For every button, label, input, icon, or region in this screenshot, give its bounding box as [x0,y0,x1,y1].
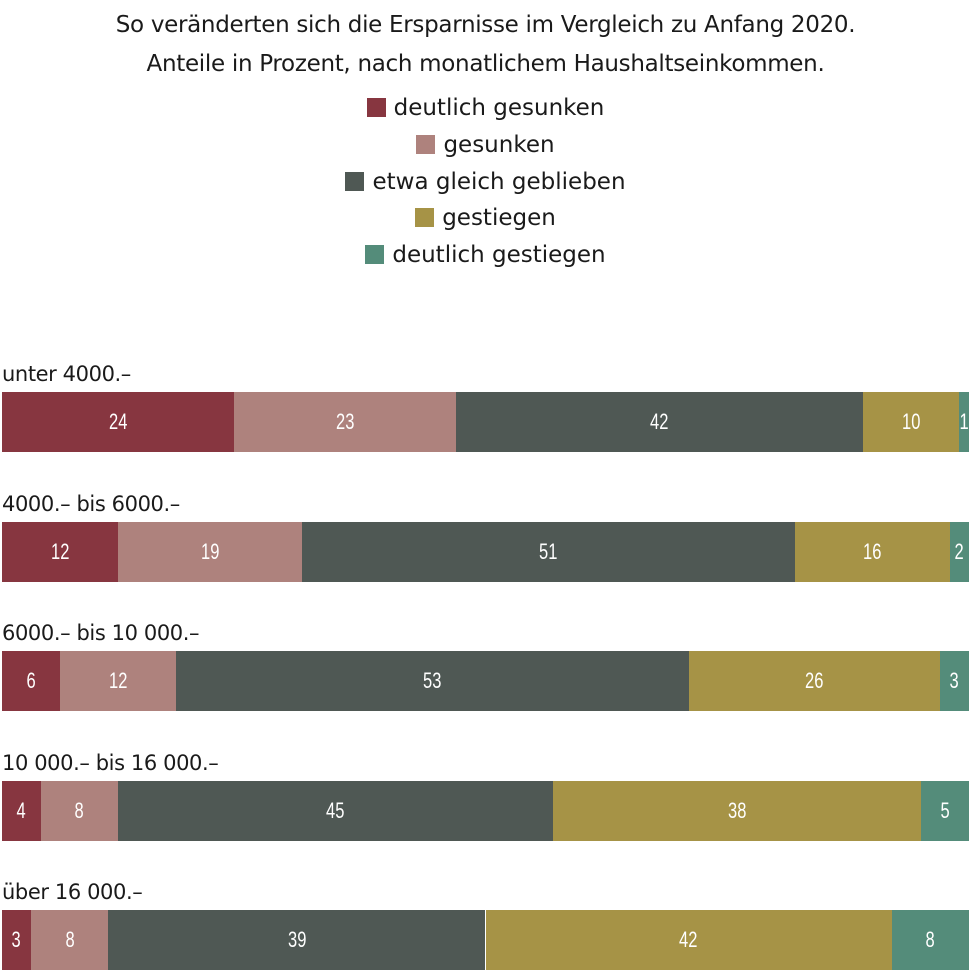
data-label: 39 [287,927,307,952]
data-label: 5 [940,797,950,823]
bar-segment: 45 [118,780,554,841]
data-label: 23 [336,409,355,434]
bar-segment: 3 [939,651,969,711]
legend-label: deutlich gestiegen [392,242,606,269]
bar-segment: 23 [234,392,457,452]
bar-segment: 5 [920,780,969,841]
chart-subtitle-line-1: So veränderten sich die Ersparnisse im V… [115,12,856,38]
data-label: 42 [650,409,669,434]
legend-label: gesunken [443,131,555,158]
bar-row: 24 23 42 10 1 [2,392,969,452]
data-label: 2 [954,538,964,564]
bar-segment: 16 [794,521,950,582]
legend-item: gestiegen [0,204,971,232]
data-label: 6 [26,668,36,693]
legend-label: deutlich gesunken [393,95,605,121]
data-label: 45 [326,797,345,823]
bar-row: 4 8 45 38 5 [2,780,969,841]
category-label: 10 000.– bis 16 000.– [2,750,219,775]
data-label: 8 [74,797,84,823]
data-label: 10 [901,409,921,434]
legend-label: gestiegen [442,205,556,232]
data-label: 12 [50,538,70,564]
bar-segment: 6 [2,651,61,711]
bar-segment: 38 [553,780,921,841]
category-label: über 16 000.– [2,880,143,904]
legend-swatch [415,208,435,228]
bar-segment: 24 [2,392,235,452]
legend-label: etwa gleich geblieben [372,168,626,195]
legend-item: deutlich gestiegen [0,241,971,269]
data-label: 1 [959,409,969,434]
bar-segment: 8 [31,910,109,970]
bar-segment: 10 [862,392,960,452]
bar-segment: 8 [891,910,969,970]
data-label: 3 [11,927,22,952]
bar-segment: 3 [2,910,31,970]
data-label: 42 [679,927,698,952]
chart-subtitle-line-2: Anteile in Prozent, nach monatlichem Hau… [146,51,825,77]
bar-segment: 53 [176,651,689,711]
category-label: 4000.– bis 6000.– [2,491,180,516]
bar-segment: 1 [959,392,969,452]
bar-row: 6 12 53 26 3 [2,651,969,711]
legend-item: gesunken [0,131,971,159]
bar-segment: 39 [108,910,486,970]
data-label: 3 [949,668,960,693]
legend-swatch [345,171,365,191]
bar-segment: 12 [60,651,177,711]
legend-item: etwa gleich geblieben [0,168,971,196]
bar-row: 3 8 39 42 8 [2,910,969,970]
bar-segment: 42 [485,910,892,970]
data-label: 19 [200,538,220,564]
legend-swatch [365,245,385,265]
data-label: 38 [727,797,747,823]
data-label: 51 [539,538,558,564]
data-label: 24 [108,409,128,434]
legend-swatch [416,134,436,154]
bar-segment: 2 [949,521,969,582]
legend-item: deutlich gesunken [0,94,971,122]
data-label: 26 [805,668,824,693]
data-label: 16 [863,538,882,564]
data-label: 4 [16,797,26,823]
bar-segment: 12 [2,521,119,582]
bar-segment: 51 [301,521,795,582]
bar-segment: 4 [2,780,41,841]
bar-segment: 42 [456,392,863,452]
bar-segment: 26 [688,651,940,711]
data-label: 53 [423,668,442,693]
bar-row: 12 19 51 16 2 [2,521,969,582]
category-label: 6000.– bis 10 000.– [2,621,200,645]
data-label: 8 [925,927,935,952]
category-label: unter 4000.– [2,362,131,386]
data-label: 8 [65,927,75,952]
bar-segment: 8 [40,780,119,841]
bar-segment: 19 [118,521,302,582]
legend-swatch [366,98,386,117]
data-label: 12 [108,668,128,693]
